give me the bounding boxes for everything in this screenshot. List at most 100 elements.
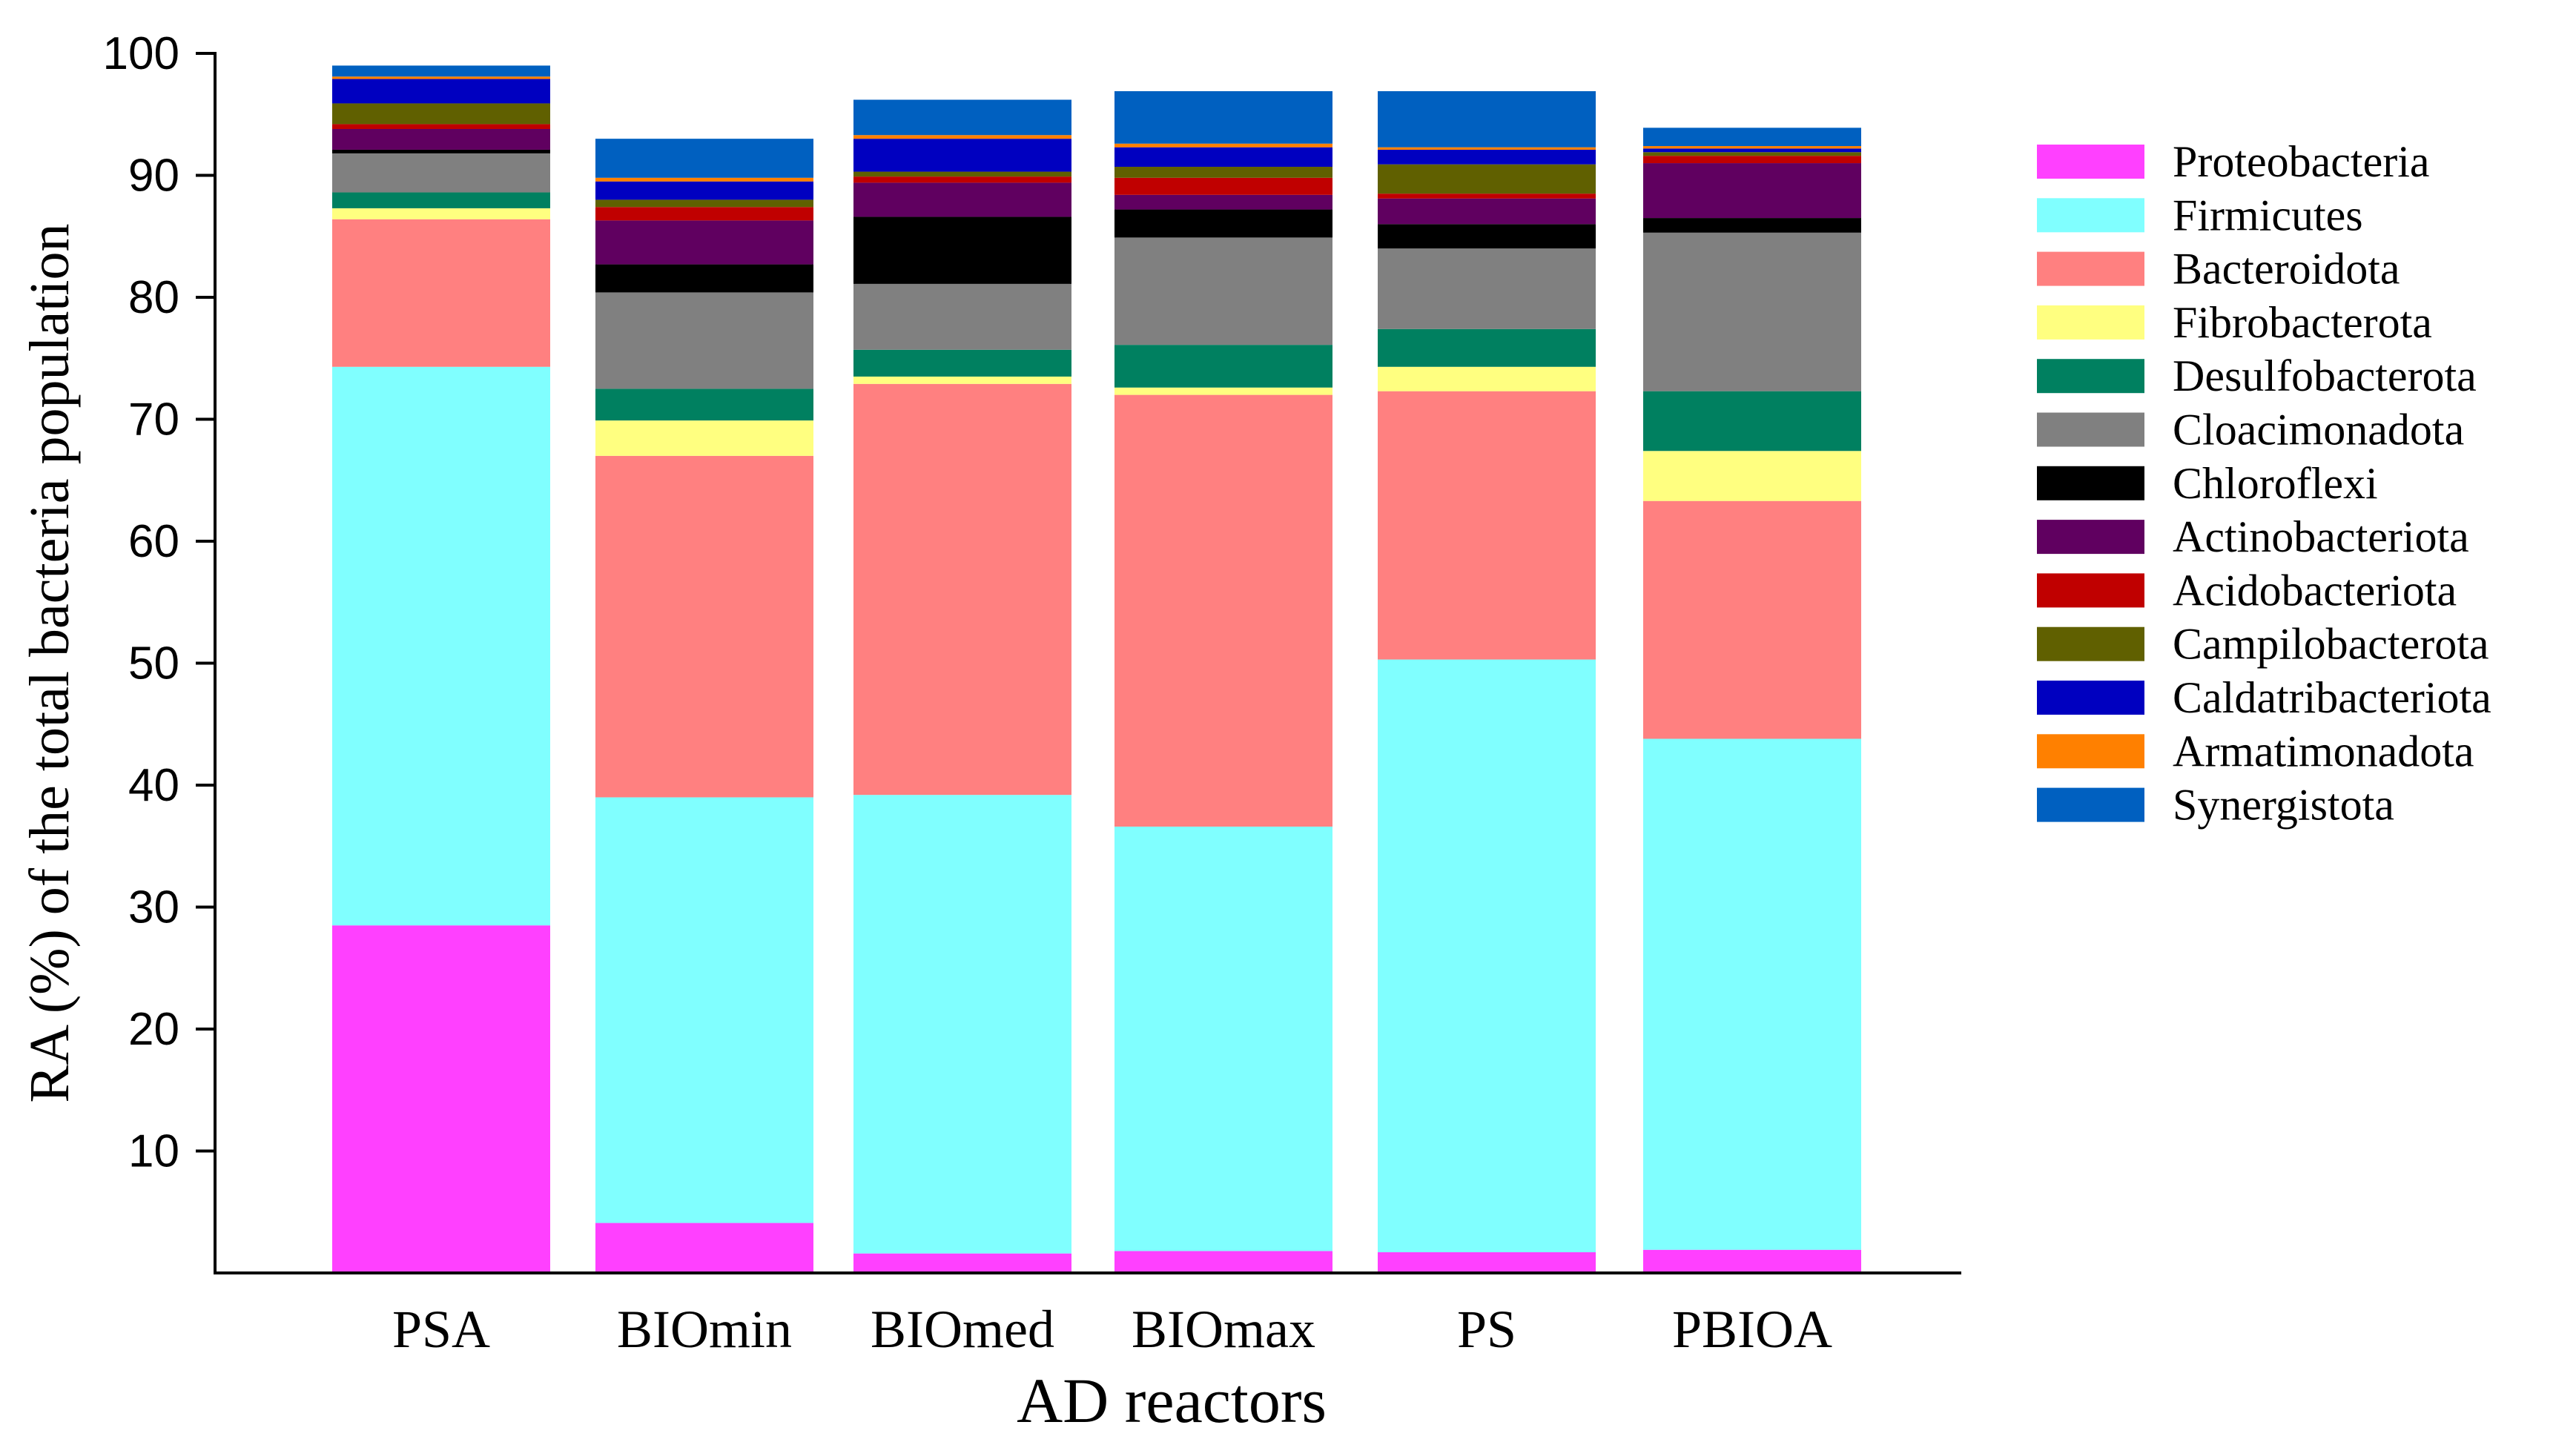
bar-segment-actinobacteriota-biomed <box>853 182 1071 217</box>
bar-segment-desulfobacterota-pbioa <box>1643 391 1861 452</box>
bar-segment-firmicutes-psa <box>332 366 550 926</box>
legend-swatch <box>2037 466 2144 500</box>
bar-segment-bacteroidota-biomed <box>853 383 1071 796</box>
legend-label: Bacteroidota <box>2173 245 2400 294</box>
bar-segment-chloroflexi-biomin <box>595 264 813 293</box>
bar-segment-fibrobacterota-biomin <box>595 420 813 456</box>
x-tick-label: BIOmin <box>617 1300 792 1359</box>
bar-segment-armatimonadota-psa <box>332 76 550 79</box>
legend-item: Campilobacterota <box>2037 620 2489 669</box>
bar-segment-firmicutes-biomin <box>595 797 813 1223</box>
legend-item: Proteobacteria <box>2037 137 2430 186</box>
bar-segment-armatimonadota-biomed <box>853 135 1071 139</box>
bar-segment-chloroflexi-pbioa <box>1643 218 1861 233</box>
legend-swatch <box>2037 520 2144 555</box>
bar-segment-caldatribacteriota-psa <box>332 79 550 104</box>
bar-segment-proteobacteria-biomed <box>853 1253 1071 1273</box>
legend-swatch <box>2037 573 2144 608</box>
bar-segment-campilobacterota-biomax <box>1114 166 1332 178</box>
bar-segment-bacteroidota-biomax <box>1114 394 1332 827</box>
y-tick-label: 30 <box>128 882 179 933</box>
legend-label: Caldatribacteriota <box>2173 673 2491 722</box>
legend-label: Actinobacteriota <box>2173 512 2469 561</box>
bar-segment-cloacimonadota-pbioa <box>1643 232 1861 391</box>
bar-stack-pbioa <box>1643 128 1861 1273</box>
legend-item: Firmicutes <box>2037 191 2363 239</box>
legend-label: Chloroflexi <box>2173 459 2378 508</box>
bar-segment-armatimonadota-pbioa <box>1643 146 1861 149</box>
legend-swatch <box>2037 305 2144 340</box>
bar-segment-desulfobacterota-biomed <box>853 349 1071 377</box>
y-tick-label: 50 <box>128 638 179 689</box>
y-tick-label: 10 <box>128 1126 179 1177</box>
bar-segment-synergistota-biomin <box>595 139 813 178</box>
bar-segment-firmicutes-pbioa <box>1643 738 1861 1250</box>
bar-segment-proteobacteria-biomin <box>595 1223 813 1273</box>
bar-segment-firmicutes-biomed <box>853 795 1071 1254</box>
legend-item: Chloroflexi <box>2037 459 2378 508</box>
legend-label: Synergistota <box>2173 781 2394 830</box>
y-tick-label: 80 <box>128 272 179 323</box>
legend-item: Fibrobacterota <box>2037 298 2432 347</box>
bar-segment-chloroflexi-biomed <box>853 216 1071 284</box>
legend-swatch <box>2037 145 2144 179</box>
bar-segment-chloroflexi-psa <box>332 149 550 153</box>
x-axis-title: AD reactors <box>1017 1365 1327 1436</box>
bar-segment-caldatribacteriota-ps <box>1378 149 1596 165</box>
bar-segment-firmicutes-ps <box>1378 659 1596 1253</box>
bar-segment-acidobacteriota-pbioa <box>1643 156 1861 164</box>
y-tick-label: 90 <box>128 151 179 202</box>
legend-swatch <box>2037 681 2144 715</box>
legend-label: Acidobacteriota <box>2173 566 2457 615</box>
bar-segment-caldatribacteriota-biomin <box>595 181 813 200</box>
legend-item: Cloacimonadota <box>2037 406 2464 454</box>
bar-segment-actinobacteriota-pbioa <box>1643 163 1861 219</box>
bar-segment-actinobacteriota-psa <box>332 128 550 150</box>
bar-segment-cloacimonadota-psa <box>332 153 550 193</box>
bar-segment-cloacimonadota-biomed <box>853 283 1071 350</box>
legend-label: Proteobacteria <box>2173 137 2430 186</box>
y-tick-label: 60 <box>128 516 179 567</box>
bar-segment-bacteroidota-ps <box>1378 391 1596 660</box>
legend-item: Desulfobacterota <box>2037 351 2477 400</box>
bar-segment-desulfobacterota-ps <box>1378 328 1596 367</box>
bar-segment-acidobacteriota-biomin <box>595 207 813 221</box>
legend-item: Synergistota <box>2037 781 2394 830</box>
legend-swatch <box>2037 251 2144 286</box>
bar-segment-synergistota-psa <box>332 65 550 77</box>
bar-segment-desulfobacterota-biomax <box>1114 345 1332 388</box>
legend-swatch <box>2037 359 2144 394</box>
bar-segment-synergistota-ps <box>1378 90 1596 148</box>
bar-segment-synergistota-biomed <box>853 99 1071 136</box>
bar-stack-biomin <box>595 139 813 1273</box>
x-tick-label: PBIOA <box>1672 1300 1832 1359</box>
x-tick-label: PSA <box>392 1300 490 1359</box>
legend-item: Armatimonadota <box>2037 727 2474 775</box>
bar-segment-armatimonadota-biomax <box>1114 143 1332 148</box>
legend-swatch <box>2037 787 2144 822</box>
bar-segment-acidobacteriota-biomax <box>1114 177 1332 195</box>
legend-item: Actinobacteriota <box>2037 512 2469 561</box>
bar-segment-proteobacteria-pbioa <box>1643 1249 1861 1273</box>
bar-segment-proteobacteria-ps <box>1378 1252 1596 1273</box>
legend-label: Fibrobacterota <box>2173 298 2432 347</box>
bar-segment-campilobacterota-biomed <box>853 171 1071 177</box>
y-tick-label: 70 <box>128 394 179 446</box>
bar-segment-proteobacteria-psa <box>332 925 550 1273</box>
bar-segment-armatimonadota-ps <box>1378 147 1596 150</box>
legend-item: Acidobacteriota <box>2037 566 2457 615</box>
x-tick-label: BIOmed <box>871 1300 1054 1359</box>
bar-segment-synergistota-pbioa <box>1643 128 1861 147</box>
bar-segment-campilobacterota-ps <box>1378 164 1596 194</box>
legend-swatch <box>2037 626 2144 661</box>
bar-segment-campilobacterota-pbioa <box>1643 152 1861 156</box>
bar-stack-ps <box>1378 90 1596 1273</box>
y-axis-title: RA (%) of the total bacteria population <box>19 223 81 1102</box>
bar-stack-biomax <box>1114 90 1332 1273</box>
y-tick-label: 100 <box>103 28 179 79</box>
x-tick-label: PS <box>1457 1300 1516 1359</box>
bar-segment-acidobacteriota-psa <box>332 124 550 129</box>
bar-segment-caldatribacteriota-biomax <box>1114 147 1332 167</box>
bar-segment-fibrobacterota-psa <box>332 208 550 219</box>
